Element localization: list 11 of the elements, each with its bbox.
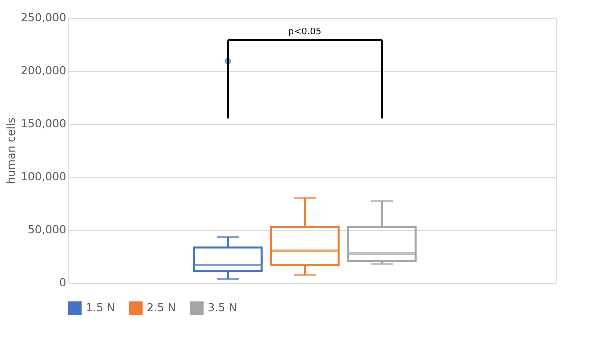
legend-label: 2.5 N bbox=[147, 301, 176, 314]
y-tick-label: 50,000 bbox=[28, 224, 66, 236]
annotation: p<0.05 bbox=[288, 28, 322, 38]
y-tick-label: 0 bbox=[60, 276, 66, 290]
y-tick-label: 250,000 bbox=[21, 12, 66, 24]
y-tick-label: 150,000 bbox=[21, 118, 66, 130]
y-tick-label: 100,000 bbox=[21, 170, 66, 184]
legend-label: 1.5 N bbox=[86, 301, 116, 314]
y-axis-title: human cells bbox=[5, 117, 18, 184]
y-tick-label: 200,000 bbox=[21, 64, 66, 78]
legend-label: 3.5 N bbox=[208, 301, 238, 314]
